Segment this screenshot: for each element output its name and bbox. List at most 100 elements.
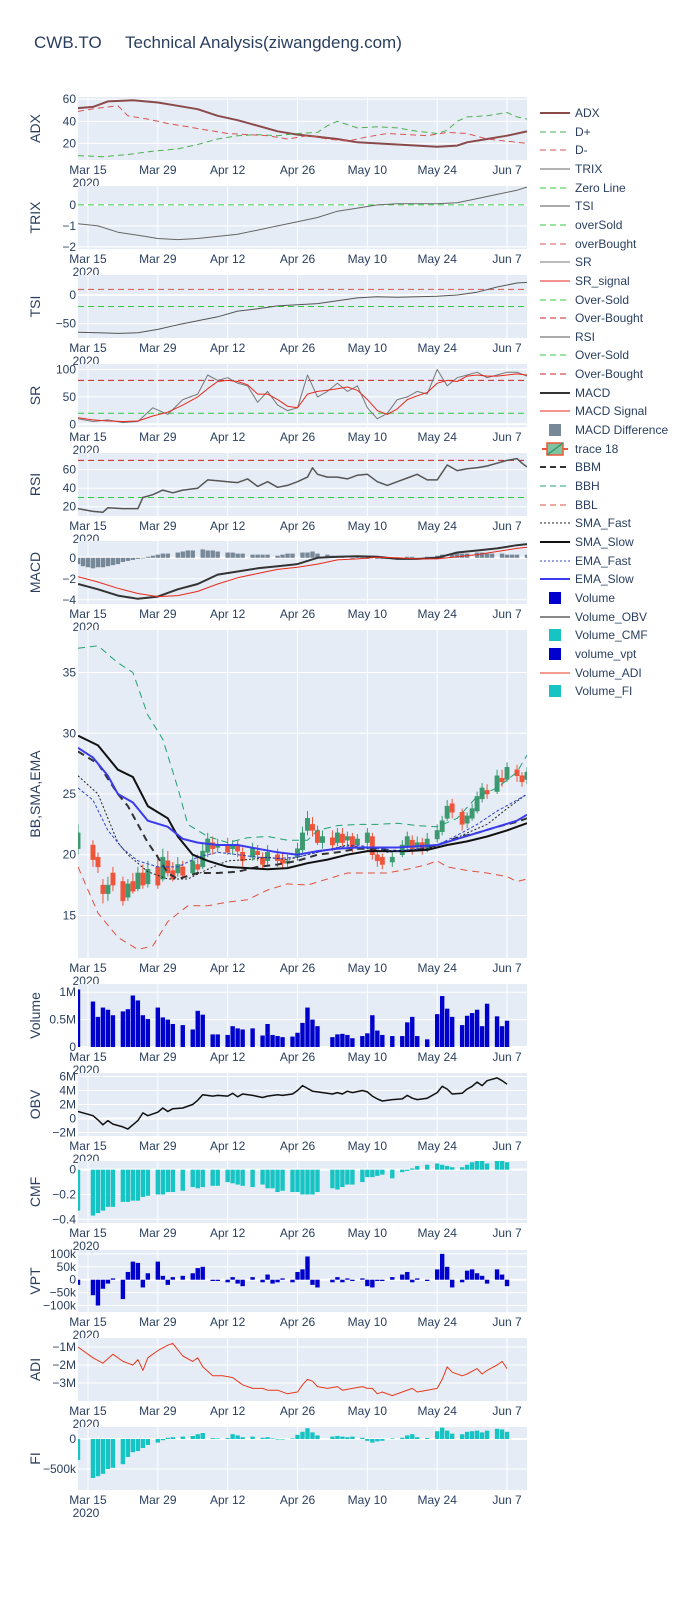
legend-label: D+ bbox=[575, 124, 591, 139]
series-line-bbh bbox=[78, 645, 527, 844]
y-tick-label: 4M bbox=[59, 1084, 76, 1098]
legend-item-sma-fast[interactable]: SMA_Fast bbox=[540, 514, 631, 532]
data-layer bbox=[78, 989, 510, 1047]
bar-mark bbox=[390, 1169, 395, 1179]
legend-symbol bbox=[549, 424, 561, 437]
bar-mark bbox=[285, 553, 290, 558]
bar-mark bbox=[479, 552, 485, 558]
legend-item-ema-slow[interactable]: EMA_Slow bbox=[540, 570, 634, 588]
plot-area bbox=[78, 186, 527, 249]
bar-mark bbox=[100, 1007, 106, 1047]
legend-item-macd-difference[interactable]: MACD Difference bbox=[540, 421, 668, 439]
x-tick-label: Jun 7 bbox=[492, 961, 522, 975]
legend-item-bbm[interactable]: BBM bbox=[540, 458, 601, 476]
legend-label: BBM bbox=[575, 460, 602, 475]
bar-mark bbox=[195, 1010, 200, 1047]
y-tick-label: −1M bbox=[52, 1340, 76, 1354]
series-line-tsi bbox=[78, 281, 527, 334]
x-tick-label: Mar 15 bbox=[69, 1404, 107, 1418]
y-tick-label: −100k bbox=[43, 1299, 77, 1313]
legend-item-over-sold[interactable]: Over-Sold bbox=[540, 346, 629, 364]
x-tick-label: May 24 bbox=[418, 607, 458, 621]
x-tick-label: May 10 bbox=[348, 1050, 388, 1064]
bar-mark bbox=[215, 1169, 220, 1186]
legend-item-oversold[interactable]: overSold bbox=[540, 216, 622, 234]
legend-item-trix[interactable]: TRIX bbox=[540, 160, 602, 178]
x-tick-year-label: 2020 bbox=[73, 1239, 100, 1253]
legend-item-over-sold[interactable]: Over-Sold bbox=[540, 291, 629, 309]
plot-area bbox=[78, 1250, 527, 1312]
legend-item-sr[interactable]: SR bbox=[540, 253, 592, 271]
series-line-volume-adi bbox=[78, 1342, 508, 1397]
legend-item-overbought[interactable]: overBought bbox=[540, 235, 636, 253]
bar-mark bbox=[90, 557, 96, 569]
bar-mark bbox=[275, 1036, 280, 1047]
legend-item-adx[interactable]: ADX bbox=[540, 104, 600, 122]
candle-body bbox=[140, 872, 146, 886]
bar-mark bbox=[235, 1435, 240, 1439]
legend-item-sma-slow[interactable]: SMA_Slow bbox=[540, 533, 634, 551]
legend-symbol bbox=[540, 540, 570, 543]
legend-item-over-bought[interactable]: Over-Bought bbox=[540, 309, 643, 327]
x-tick-label: Mar 29 bbox=[139, 252, 177, 266]
legend-label: D- bbox=[575, 143, 588, 158]
bar-mark bbox=[170, 1277, 175, 1280]
legend-item-macd[interactable]: MACD bbox=[540, 384, 610, 402]
x-tick-label: Mar 15 bbox=[69, 1226, 107, 1240]
bar-mark bbox=[444, 1430, 450, 1439]
legend-item-tsi[interactable]: TSI bbox=[540, 197, 594, 215]
candle-body bbox=[310, 824, 315, 831]
bar-mark bbox=[190, 1273, 195, 1280]
legend-item-volume-adi[interactable]: Volume_ADI bbox=[540, 664, 642, 682]
y-tick-label: −3M bbox=[52, 1376, 76, 1390]
x-tick-label: Mar 29 bbox=[139, 1226, 177, 1240]
bar-mark bbox=[290, 1438, 295, 1439]
bar-mark bbox=[365, 1033, 370, 1047]
legend-item-bbh[interactable]: BBH bbox=[540, 477, 600, 495]
legend-item-zero-line[interactable]: Zero Line bbox=[540, 179, 626, 197]
legend-item-rsi[interactable]: RSI bbox=[540, 328, 595, 346]
bar-mark bbox=[230, 552, 235, 558]
bar-mark bbox=[215, 551, 220, 558]
bar-mark bbox=[340, 1169, 345, 1188]
x-tick-label: Mar 15 bbox=[69, 341, 107, 355]
x-tick-label: Jun 7 bbox=[492, 1493, 522, 1507]
legend-item-trace-18[interactable]: trace 18 bbox=[540, 440, 618, 458]
bar-mark bbox=[524, 554, 527, 558]
bar-mark bbox=[469, 1162, 475, 1170]
legend-item-d[interactable]: D- bbox=[540, 141, 588, 159]
bar-mark bbox=[365, 1439, 370, 1441]
legend-item-over-bought[interactable]: Over-Bought bbox=[540, 365, 643, 383]
legend-item-volume[interactable]: Volume bbox=[540, 589, 615, 607]
legend-item-volume-fi[interactable]: Volume_FI bbox=[540, 682, 632, 700]
legend-item-volume-obv[interactable]: Volume_OBV bbox=[540, 608, 647, 626]
x-tick-label: Jun 7 bbox=[492, 1315, 522, 1329]
bar-mark bbox=[380, 1279, 385, 1281]
bar-mark bbox=[449, 1433, 455, 1439]
bar-mark bbox=[78, 1279, 81, 1285]
legend-symbol bbox=[540, 131, 570, 133]
y-tick-label: 35 bbox=[63, 666, 77, 680]
legend-item-volume-cmf[interactable]: Volume_CMF bbox=[540, 626, 648, 644]
bar-mark bbox=[290, 1036, 295, 1047]
candle-body bbox=[374, 854, 380, 862]
bar-mark bbox=[400, 1169, 405, 1173]
candle-body bbox=[364, 832, 370, 843]
chart-title: CWB.TO Technical Analysis(ziwangdeng.com… bbox=[34, 33, 402, 52]
bar-mark bbox=[115, 557, 121, 565]
bar-mark bbox=[375, 1169, 380, 1176]
legend-item-d[interactable]: D+ bbox=[540, 123, 591, 141]
legend-item-ema-fast[interactable]: EMA_Fast bbox=[540, 552, 631, 570]
bar-mark bbox=[78, 989, 81, 1047]
y-tick-label: 2M bbox=[59, 1098, 76, 1112]
legend-item-volume-vpt[interactable]: volume_vpt bbox=[540, 645, 636, 663]
legend-item-macd-signal[interactable]: MACD Signal bbox=[540, 402, 647, 420]
legend-item-sr-signal[interactable]: SR_signal bbox=[540, 272, 630, 290]
bar-mark bbox=[370, 1439, 375, 1443]
bar-mark bbox=[180, 1169, 185, 1191]
legend-item-bbl[interactable]: BBL bbox=[540, 496, 598, 514]
bar-mark bbox=[155, 554, 161, 558]
